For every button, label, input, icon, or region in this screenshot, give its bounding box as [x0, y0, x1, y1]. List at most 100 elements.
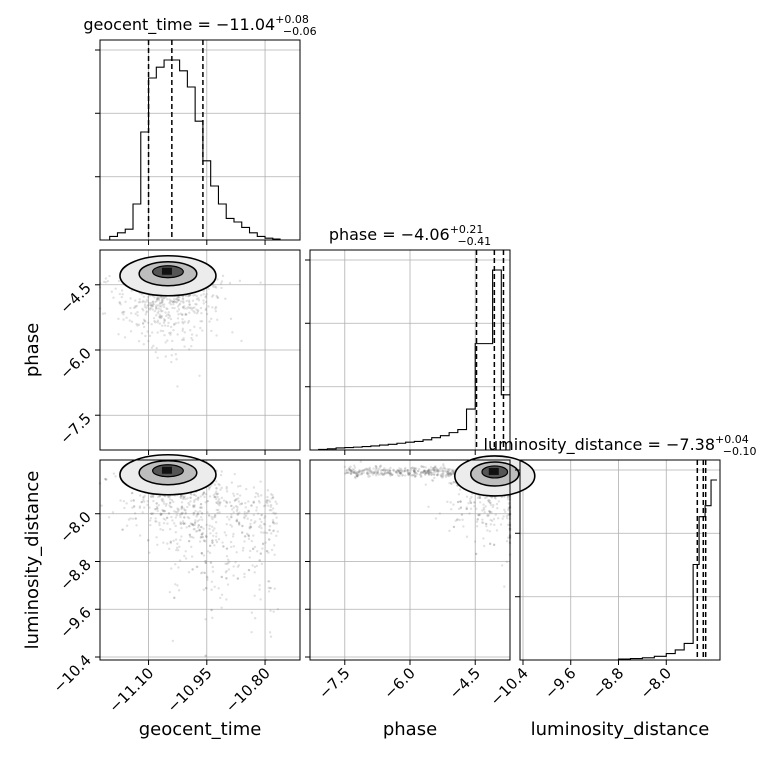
- sample-point: [238, 279, 242, 283]
- sample-point: [448, 468, 452, 471]
- sample-point: [177, 295, 181, 298]
- sample-point: [132, 499, 135, 502]
- sample-point: [164, 355, 167, 358]
- sample-point: [382, 468, 385, 472]
- sample-point: [379, 471, 383, 474]
- sample-point: [184, 509, 187, 512]
- sample-point: [149, 516, 153, 520]
- sample-point: [258, 588, 261, 591]
- scatter-geocent_time-vs-luminosity_distance: [98, 465, 280, 662]
- sample-point: [488, 510, 491, 513]
- sample-point: [270, 532, 273, 535]
- sample-point: [451, 472, 455, 475]
- sample-point: [162, 509, 165, 513]
- sample-point: [225, 547, 229, 550]
- sample-point: [158, 521, 161, 524]
- x-tick-label: −7.5: [315, 664, 353, 702]
- sample-point: [273, 553, 276, 556]
- sample-point: [180, 526, 183, 530]
- sample-point: [156, 509, 159, 513]
- sample-point: [238, 523, 241, 526]
- histogram-luminosity_distance: [617, 479, 718, 660]
- sample-point: [255, 509, 258, 512]
- density-geocent_time-vs-phase: [119, 254, 217, 297]
- sample-point: [180, 506, 184, 509]
- sample-point: [206, 578, 209, 581]
- sample-point: [408, 472, 411, 475]
- sample-point: [220, 575, 223, 579]
- sample-point: [204, 534, 208, 538]
- sample-point: [150, 512, 153, 515]
- sample-point: [155, 297, 159, 301]
- sample-point: [243, 513, 246, 516]
- sample-point: [218, 498, 221, 501]
- sample-point: [225, 547, 229, 550]
- sample-point: [388, 469, 392, 472]
- sample-point: [181, 495, 185, 498]
- sample-point: [250, 518, 253, 522]
- sample-point: [182, 507, 185, 510]
- sample-point: [162, 541, 165, 544]
- sample-point: [177, 313, 180, 316]
- sample-point: [258, 501, 261, 504]
- sample-point: [272, 521, 275, 525]
- sample-point: [167, 547, 171, 551]
- sample-point: [452, 481, 455, 484]
- sample-point: [176, 295, 180, 299]
- sample-point: [214, 492, 217, 495]
- sample-point: [134, 299, 137, 302]
- sample-point: [427, 473, 431, 476]
- sample-point: [230, 525, 234, 528]
- sample-point: [200, 533, 203, 536]
- sample-point: [135, 322, 138, 326]
- sample-point: [359, 460, 363, 463]
- sample-point: [241, 524, 244, 528]
- sample-point: [204, 307, 208, 310]
- sample-point: [189, 329, 192, 332]
- sample-point: [183, 320, 186, 323]
- sample-point: [200, 515, 203, 519]
- sample-point: [118, 292, 122, 296]
- sample-point: [262, 522, 266, 526]
- sample-point: [366, 469, 369, 472]
- sample-point: [173, 323, 176, 326]
- sample-point: [131, 517, 135, 520]
- sample-point: [128, 319, 131, 322]
- sample-point: [180, 313, 184, 317]
- sample-point: [143, 319, 146, 323]
- sample-point: [204, 618, 207, 621]
- sample-point: [160, 310, 163, 313]
- sample-point: [199, 536, 203, 539]
- sample-point: [190, 333, 194, 336]
- density-peak: [161, 466, 172, 474]
- sample-point: [188, 503, 191, 507]
- sample-point: [244, 501, 247, 505]
- sample-point: [383, 471, 386, 475]
- x-tick-label: −8.8: [589, 664, 627, 702]
- sample-point: [349, 472, 353, 475]
- sample-point: [219, 473, 223, 477]
- sample-point: [490, 519, 494, 523]
- sample-point: [368, 467, 371, 471]
- sample-point: [435, 468, 439, 471]
- sample-point: [105, 478, 108, 481]
- sample-point: [243, 572, 246, 576]
- sample-point: [226, 562, 230, 565]
- sample-point: [255, 506, 259, 509]
- sample-point: [160, 499, 164, 502]
- sample-point: [166, 339, 169, 342]
- sample-point: [160, 316, 163, 319]
- sample-point: [156, 543, 159, 547]
- sample-point: [174, 538, 178, 541]
- sample-point: [188, 294, 191, 297]
- sample-point: [169, 325, 173, 329]
- sample-point: [213, 496, 216, 499]
- sample-point: [168, 501, 172, 505]
- sample-point: [267, 504, 270, 507]
- sample-point: [272, 529, 275, 533]
- sample-point: [234, 504, 238, 508]
- sample-point: [163, 318, 167, 322]
- sample-point: [150, 495, 153, 498]
- sample-point: [193, 493, 196, 496]
- sample-point: [187, 539, 191, 543]
